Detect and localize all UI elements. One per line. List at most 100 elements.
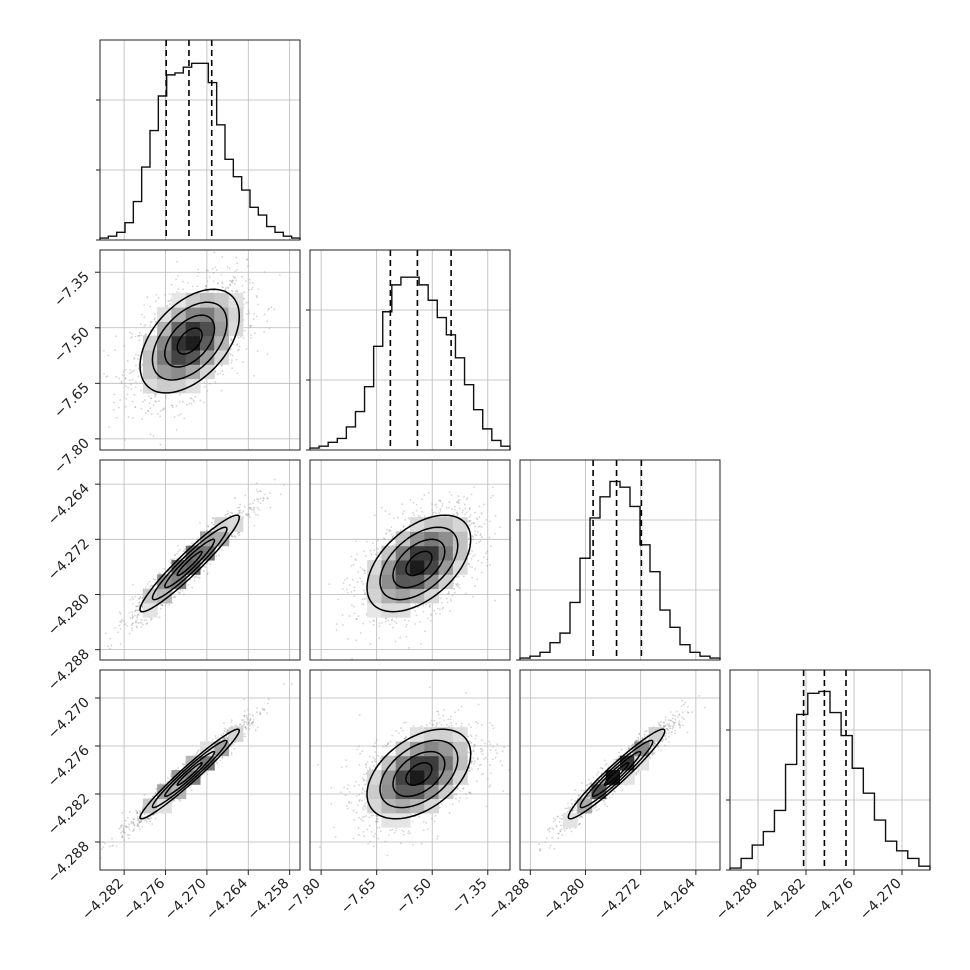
sample-point (404, 518, 407, 521)
sample-point (482, 503, 485, 506)
sample-point (479, 525, 482, 528)
sample-point (345, 588, 348, 591)
sample-point (159, 607, 162, 610)
sample-point (469, 514, 472, 517)
sample-point (136, 614, 139, 617)
sample-point (153, 329, 155, 332)
sample-point (236, 290, 239, 293)
sample-point (392, 626, 394, 629)
sample-point (183, 593, 185, 596)
sample-point (382, 537, 385, 540)
sample-point (353, 612, 356, 615)
sample-point (249, 336, 252, 339)
sample-point (373, 514, 376, 517)
sample-point (149, 305, 152, 308)
sample-point (448, 506, 450, 509)
sample-point (248, 288, 251, 291)
sample-point (161, 603, 163, 606)
sample-point (373, 549, 375, 552)
sample-point (207, 525, 210, 528)
sample-point (448, 501, 451, 504)
sample-point (486, 558, 489, 561)
sample-point (454, 591, 456, 594)
sample-point (439, 510, 442, 512)
sample-point (267, 309, 270, 311)
sample-point (244, 513, 247, 516)
sample-point (389, 623, 392, 626)
sample-point (462, 509, 464, 512)
sample-point (239, 509, 242, 512)
sample-point (131, 617, 134, 620)
sample-point (109, 647, 111, 650)
sample-point (483, 522, 486, 525)
sample-point (436, 607, 439, 610)
sample-point (131, 603, 134, 605)
sample-point (124, 405, 127, 408)
sample-point (472, 535, 475, 538)
sample-point (107, 354, 110, 357)
sample-point (126, 624, 128, 627)
sample-point (157, 400, 160, 403)
sample-point (140, 618, 143, 621)
sample-point (470, 557, 473, 560)
sample-point (149, 321, 152, 323)
sample-point (478, 525, 480, 528)
sample-point (435, 503, 438, 506)
sample-point (434, 512, 437, 514)
sample-point (424, 630, 426, 633)
sample-point (458, 583, 460, 586)
sample-point (175, 428, 178, 431)
sample-point (234, 290, 237, 293)
sample-point (446, 592, 449, 595)
sample-point (350, 565, 353, 567)
sample-point (255, 294, 258, 297)
sample-point (361, 568, 364, 571)
sample-point (385, 532, 388, 535)
sample-point (127, 416, 130, 418)
sample-point (138, 339, 141, 342)
sample-point (159, 410, 162, 412)
sample-point (242, 361, 245, 363)
sample-point (222, 373, 225, 376)
sample-point (118, 377, 121, 380)
sample-point (477, 559, 480, 562)
sample-point (374, 553, 377, 556)
contour-line (379, 526, 459, 601)
sample-point (138, 334, 141, 337)
sample-point (407, 517, 410, 520)
sample-point (388, 530, 390, 532)
sample-point (456, 582, 459, 585)
sample-point (216, 282, 219, 285)
sample-point (250, 288, 253, 291)
histogram-panel-3 (726, 669, 931, 871)
sample-point (143, 619, 146, 622)
sample-point (399, 636, 402, 639)
sample-point (154, 317, 157, 320)
sample-point (233, 277, 236, 279)
sample-point (419, 620, 422, 623)
sample-point (144, 399, 146, 401)
sample-point (162, 407, 165, 410)
sample-point (245, 280, 247, 283)
sample-point (144, 412, 147, 414)
sample-point (364, 572, 366, 574)
sample-point (114, 349, 116, 352)
sample-point (263, 493, 266, 496)
sample-point (391, 618, 394, 621)
sample-point (236, 343, 239, 346)
sample-point (407, 647, 410, 649)
sample-point (123, 345, 126, 347)
histogram-steps (99, 62, 301, 240)
contour-line (176, 550, 203, 577)
density-cell (381, 588, 397, 604)
sample-point (107, 645, 109, 648)
sample-point (128, 632, 131, 635)
sample-point (402, 526, 405, 528)
sample-point (130, 624, 133, 627)
sample-point (468, 507, 471, 509)
sample-point (421, 498, 423, 501)
sample-point (120, 380, 123, 383)
sample-point (230, 337, 232, 340)
sample-point (141, 363, 144, 366)
sample-point (206, 529, 208, 532)
